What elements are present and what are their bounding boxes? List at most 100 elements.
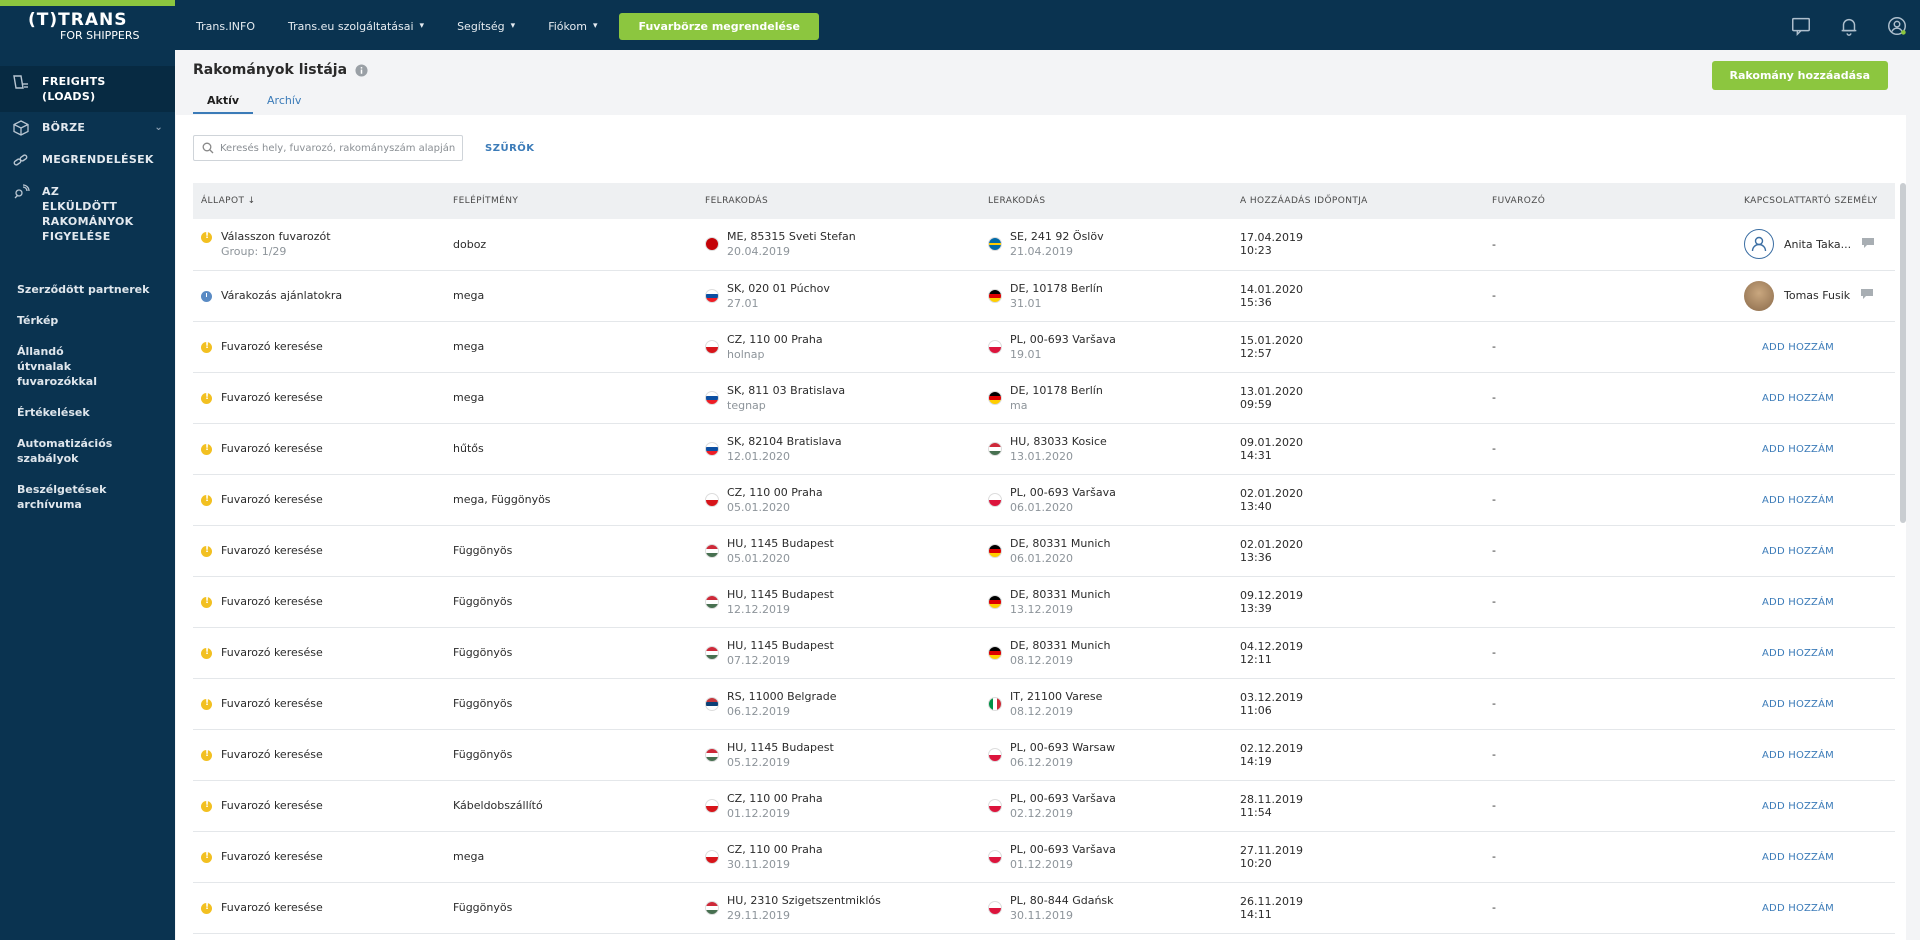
tabs: Aktív Archív xyxy=(193,94,315,114)
top-link-3[interactable]: Fiókom ▾ xyxy=(548,20,597,33)
filters-link[interactable]: SZŰRŐK xyxy=(485,142,535,154)
table-row[interactable]: Fuvarozó keresése Függönyös HU, 1145 Budap… xyxy=(193,576,1895,627)
column-header-0[interactable]: ÁLLAPOT ↓ xyxy=(201,196,256,206)
top-link-0[interactable]: Trans.INFO xyxy=(196,20,255,33)
message-icon[interactable] xyxy=(1850,288,1874,303)
sidebar-item-2[interactable]: MEGRENDELÉSEK xyxy=(0,144,175,176)
search-box[interactable] xyxy=(193,135,463,161)
loading-cell: HU, 1145 Budapest 12.12.2019 xyxy=(697,576,980,627)
status-label: Válasszon fuvarozót xyxy=(221,230,331,244)
add-me-link[interactable]: ADD HOZZÁM xyxy=(1762,852,1834,863)
search-input[interactable] xyxy=(220,142,460,154)
user-icon[interactable] xyxy=(1886,15,1908,37)
add-me-link[interactable]: ADD HOZZÁM xyxy=(1762,648,1834,659)
contact-cell: ADD HOZZÁM xyxy=(1736,729,1895,780)
body-type-cell: mega xyxy=(453,850,485,863)
sidebar-item-3[interactable]: AZ ELKÜLDÖTT RAKOMÁNYOK FIGYELÉSE xyxy=(0,176,175,252)
table-row[interactable]: Fuvarozó keresése Kábeldobszállító CZ, 110… xyxy=(193,780,1895,831)
order-exchange-button[interactable]: Fuvarbörze megrendelése xyxy=(619,12,819,40)
sidebar-link-5[interactable]: Beszélgetések archívuma xyxy=(17,483,107,511)
place: CZ, 110 00 Praha 05.01.2020 xyxy=(705,486,980,514)
table-row[interactable]: Fuvarozó keresése hűtős SK, 82104 Bratisla… xyxy=(193,423,1895,474)
add-freight-button[interactable]: Rakomány hozzáadása xyxy=(1711,61,1888,90)
carrier-cell: - xyxy=(1492,646,1496,659)
add-me-link[interactable]: ADD HOZZÁM xyxy=(1762,495,1834,506)
place-text: PL, 00-693 Warsaw 06.12.2019 xyxy=(1010,741,1115,769)
table-row[interactable]: Fuvarozó keresése Függönyös HU, 1145 Budap… xyxy=(193,627,1895,678)
place: HU, 1145 Budapest 05.12.2019 xyxy=(705,741,980,769)
table-row[interactable]: Fuvarozó keresése mega SK, 811 03 Bratisla… xyxy=(193,372,1895,423)
place-text: DE, 80331 Munich 06.01.2020 xyxy=(1010,537,1110,565)
info-icon[interactable] xyxy=(355,63,368,77)
table-row[interactable]: Fuvarozó keresése mega CZ, 110 00 Prahahol… xyxy=(193,321,1895,372)
sidebar-item-label: MEGRENDELÉSEK xyxy=(42,153,154,166)
added-time: 12:57 xyxy=(1240,346,1272,360)
unloading-cell: PL, 00-693 Warsaw 06.12.2019 xyxy=(980,729,1232,780)
place-text: SK, 82104 Bratislava 12.01.2020 xyxy=(727,435,842,463)
tab-1[interactable]: Archív xyxy=(267,94,302,107)
place-date: ma xyxy=(1010,398,1028,412)
unloading-cell: PL, 00-693 Varšava 02.12.2019 xyxy=(980,780,1232,831)
table-row[interactable]: Fuvarozó keresése Függönyös RS, 11000 Belg… xyxy=(193,678,1895,729)
status-label: Fuvarozó keresése xyxy=(221,493,323,506)
place-address: SK, 811 03 Bratislava xyxy=(727,383,846,397)
status-label: Fuvarozó keresése xyxy=(221,697,323,710)
table-row[interactable]: Fuvarozó keresése Függönyös HU, 1145 Budap… xyxy=(193,729,1895,780)
add-me-link[interactable]: ADD HOZZÁM xyxy=(1762,903,1834,914)
add-me-link[interactable]: ADD HOZZÁM xyxy=(1762,699,1834,710)
contact[interactable]: Anita Taka... xyxy=(1744,229,1895,260)
top-link-1[interactable]: Trans.eu szolgáltatásai ▾ xyxy=(288,20,424,33)
table-row[interactable]: Fuvarozó keresése Függönyös HU, 2310 Szige… xyxy=(193,882,1895,933)
status-cell: Fuvarozó keresése xyxy=(193,321,445,372)
add-me-link[interactable]: ADD HOZZÁM xyxy=(1762,444,1834,455)
status-label: Fuvarozó keresése xyxy=(221,901,323,914)
add-me-link[interactable]: ADD HOZZÁM xyxy=(1762,801,1834,812)
add-me-link[interactable]: ADD HOZZÁM xyxy=(1762,393,1834,404)
sidebar-item-label: FREIGHTS (LOADS) xyxy=(42,75,106,103)
table-row[interactable]: Fuvarozó keresése Függönyös HU, 1145 Budap… xyxy=(193,525,1895,576)
loading-cell: SK, 82104 Bratislava 12.01.2020 xyxy=(697,423,980,474)
sidebar-link-1[interactable]: Térkép xyxy=(17,314,59,327)
place-address: HU, 2310 Szigetszentmiklós xyxy=(727,893,881,907)
user-icon xyxy=(1751,237,1767,252)
table-row[interactable]: Fuvarozó keresése mega, Függönyös CZ, 110 … xyxy=(193,474,1895,525)
place-text: CZ, 110 00 Praha 01.12.2019 xyxy=(727,792,823,820)
place: HU, 1145 Budapest 12.12.2019 xyxy=(705,588,980,616)
add-me-link[interactable]: ADD HOZZÁM xyxy=(1762,597,1834,608)
contact[interactable]: Tomas Fusik xyxy=(1744,280,1895,311)
sidebar-link-3[interactable]: Értékelések xyxy=(17,406,90,419)
add-me-link[interactable]: ADD HOZZÁM xyxy=(1762,546,1834,557)
flag-pl-icon xyxy=(988,900,1002,915)
message-icon[interactable] xyxy=(1851,237,1875,252)
sidebar-item-0[interactable]: FREIGHTS (LOADS) xyxy=(0,66,175,112)
contact-cell: Anita Taka... xyxy=(1736,219,1895,270)
tab-0[interactable]: Aktív xyxy=(193,94,254,114)
chat-icon[interactable] xyxy=(1790,15,1812,37)
added-cell: 09.12.2019 13:39 xyxy=(1232,576,1484,627)
unloading-cell: PL, 80-844 Gdańsk 30.11.2019 xyxy=(980,882,1232,933)
unloading-cell: PL, 00-693 Varšava 06.01.2020 xyxy=(980,474,1232,525)
table-row[interactable]: Fuvarozó keresése mega CZ, 110 00 Praha30.… xyxy=(193,831,1895,882)
body-type-cell: Függönyös xyxy=(453,544,513,557)
added-cell: 14.01.2020 15:36 xyxy=(1232,270,1484,321)
top-link-2[interactable]: Segítség ▾ xyxy=(457,20,515,33)
place-address: HU, 1145 Budapest xyxy=(727,638,834,652)
unloading-cell: IT, 21100 Varese 08.12.2019 xyxy=(980,678,1232,729)
sidebar-link-0[interactable]: Szerződött partnerek xyxy=(17,283,150,296)
add-me-link[interactable]: ADD HOZZÁM xyxy=(1762,750,1834,761)
sidebar-link-2[interactable]: Állandó útvnalak fuvarozókkal xyxy=(17,345,97,388)
sidebar-link-4[interactable]: Automatizációs szabályok xyxy=(17,437,113,465)
status-label: Fuvarozó keresése xyxy=(221,799,323,812)
scrollbar[interactable] xyxy=(1900,183,1906,523)
carrier-cell: - xyxy=(1492,237,1496,251)
place-date: 19.01 xyxy=(1010,347,1042,361)
body-type-cell: doboz xyxy=(453,237,487,251)
add-me-link[interactable]: ADD HOZZÁM xyxy=(1762,342,1834,353)
place-text: ME, 85315 Sveti Stefan 20.04.2019 xyxy=(727,230,856,258)
place: RS, 11000 Belgrade 06.12.2019 xyxy=(705,690,980,718)
bell-icon[interactable] xyxy=(1838,15,1860,37)
table-row[interactable]: Várakozás ajánlatokra mega SK, 020 01 Púch… xyxy=(193,270,1895,321)
logo[interactable]: (T)TRANS FOR SHIPPERS xyxy=(0,0,175,50)
sidebar-item-1[interactable]: BÖRZE ⌄ xyxy=(0,112,175,144)
